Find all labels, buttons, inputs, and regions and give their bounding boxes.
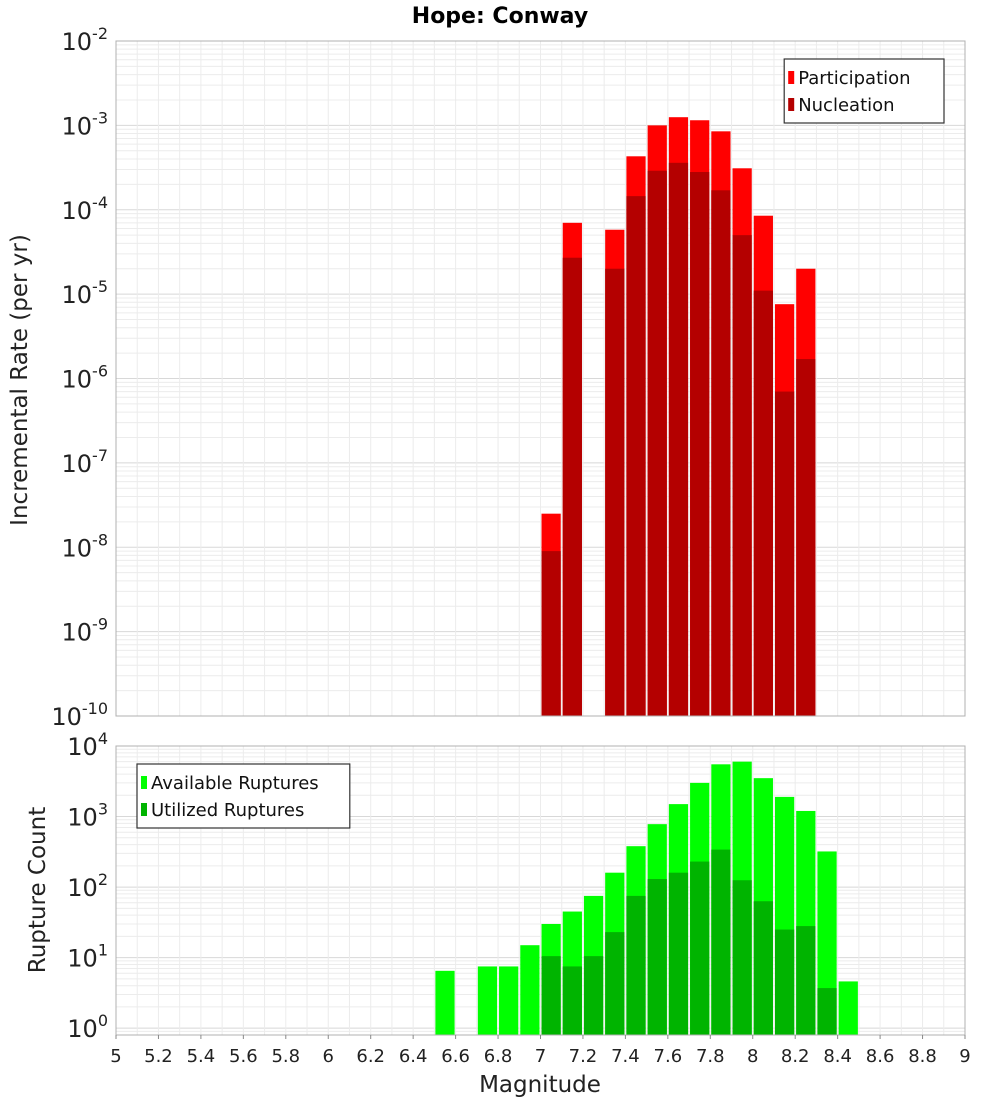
legend-box bbox=[136, 763, 351, 829]
y-tick-label: 10-6 bbox=[62, 362, 109, 394]
bar bbox=[477, 966, 498, 1035]
bar bbox=[796, 359, 816, 716]
x-tick-label: 9 bbox=[959, 1046, 970, 1067]
y-axis-label-bottom: Rupture Count bbox=[25, 807, 51, 973]
legend-swatch bbox=[141, 803, 147, 816]
x-tick-label: 5.8 bbox=[271, 1046, 300, 1067]
x-tick-label: 6.4 bbox=[399, 1046, 428, 1067]
plot-frame bbox=[115, 40, 966, 717]
y-tick-labels: 100 101 102 103 104 bbox=[67, 729, 108, 1043]
legend-swatch bbox=[788, 71, 795, 84]
bar bbox=[626, 895, 646, 1035]
legend-swatch bbox=[141, 776, 147, 789]
bar bbox=[647, 879, 667, 1035]
incremental-rate-panel: 10-10 10-9 10-8 10-7 10-6 10-5 10-4 10-3 10-2 Par… bbox=[51, 24, 966, 731]
x-tick-label: 6.2 bbox=[356, 1046, 385, 1067]
x-tick-label: 8 bbox=[747, 1046, 758, 1067]
legend-label: Participation bbox=[798, 68, 910, 89]
bar bbox=[753, 901, 773, 1035]
x-tick-label: 8.6 bbox=[866, 1046, 895, 1067]
bar bbox=[711, 849, 731, 1035]
y-tick-label: 10-4 bbox=[62, 193, 109, 225]
x-tick-label: 8.2 bbox=[781, 1046, 810, 1067]
y-tick-label: 101 bbox=[67, 941, 108, 973]
legend-swatch bbox=[788, 98, 795, 111]
y-tick-label: 10-3 bbox=[62, 108, 109, 140]
x-tick-label: 7.6 bbox=[654, 1046, 683, 1067]
y-tick-label: 103 bbox=[67, 800, 108, 832]
bar bbox=[668, 872, 689, 1035]
rupture-count-panel: 100 101 102 103 104 Available Ruptures Utilize… bbox=[67, 729, 970, 1067]
bar bbox=[605, 268, 625, 716]
x-tick-label: 5.6 bbox=[229, 1046, 258, 1067]
y-tick-label: 104 bbox=[67, 729, 108, 761]
x-tick-label: 7 bbox=[535, 1046, 546, 1067]
x-tick-label: 8.4 bbox=[823, 1046, 852, 1067]
legend: Available Ruptures Utilized Ruptures bbox=[136, 763, 351, 829]
bar bbox=[583, 956, 604, 1035]
bar bbox=[499, 966, 519, 1035]
bar bbox=[647, 170, 667, 716]
gridlines bbox=[115, 41, 966, 717]
bar bbox=[541, 551, 561, 716]
bar bbox=[690, 861, 710, 1035]
x-tick-label: 7.2 bbox=[569, 1046, 598, 1067]
y-tick-label: 10-7 bbox=[62, 446, 109, 478]
legend: Participation Nucleation bbox=[783, 58, 945, 124]
x-tick-labels: 5 5.2 5.4 5.6 5.8 6 6.2 6.4 6.6 6.8 7 7.2 7.4 7.6 7.8 8… bbox=[110, 1035, 971, 1067]
bar bbox=[838, 981, 858, 1035]
bar bbox=[774, 391, 795, 716]
bar bbox=[690, 172, 710, 716]
y-tick-labels: 10-10 10-9 10-8 10-7 10-6 10-5 10-4 10-3 10-2 bbox=[51, 24, 108, 731]
bar bbox=[711, 190, 731, 716]
y-tick-label: 102 bbox=[67, 870, 108, 902]
bar bbox=[562, 257, 582, 716]
bar bbox=[605, 932, 625, 1035]
x-tick-label: 5.4 bbox=[187, 1046, 216, 1067]
y-tick-label: 100 bbox=[67, 1011, 108, 1043]
legend-label: Utilized Ruptures bbox=[151, 800, 304, 821]
x-tick-label: 7.8 bbox=[696, 1046, 725, 1067]
bar bbox=[562, 966, 582, 1035]
x-axis-label: Magnitude bbox=[479, 1072, 601, 1098]
y-tick-label: 10-9 bbox=[62, 615, 109, 647]
bar bbox=[541, 956, 561, 1035]
bar bbox=[817, 988, 837, 1035]
legend-box bbox=[783, 58, 945, 124]
x-tick-label: 5 bbox=[110, 1046, 121, 1067]
legend-label: Nucleation bbox=[798, 95, 894, 116]
x-tick-label: 6.8 bbox=[484, 1046, 513, 1067]
x-tick-label: 7.4 bbox=[611, 1046, 640, 1067]
x-tick-label: 6.6 bbox=[441, 1046, 470, 1067]
series-nucleation bbox=[541, 162, 816, 716]
bar bbox=[732, 880, 752, 1035]
series-utilized-ruptures bbox=[541, 849, 837, 1035]
y-tick-label: 10-2 bbox=[62, 24, 109, 56]
y-tick-label: 10-10 bbox=[51, 699, 108, 731]
bar bbox=[668, 162, 689, 716]
y-tick-label: 10-8 bbox=[62, 530, 109, 562]
bar bbox=[774, 929, 795, 1035]
x-tick-label: 6 bbox=[323, 1046, 334, 1067]
bar bbox=[435, 970, 455, 1035]
legend-label: Available Ruptures bbox=[151, 773, 319, 794]
bar bbox=[520, 945, 540, 1035]
y-tick-label: 10-5 bbox=[62, 277, 109, 309]
x-tick-label: 8.8 bbox=[908, 1046, 937, 1067]
chart-title: Hope: Conway bbox=[412, 4, 588, 29]
x-tick-label: 5.2 bbox=[144, 1046, 173, 1067]
bar bbox=[796, 926, 816, 1035]
bar bbox=[753, 290, 773, 716]
bar bbox=[732, 235, 752, 716]
bar bbox=[626, 196, 646, 716]
y-axis-label-top: Incremental Rate (per yr) bbox=[7, 234, 33, 526]
